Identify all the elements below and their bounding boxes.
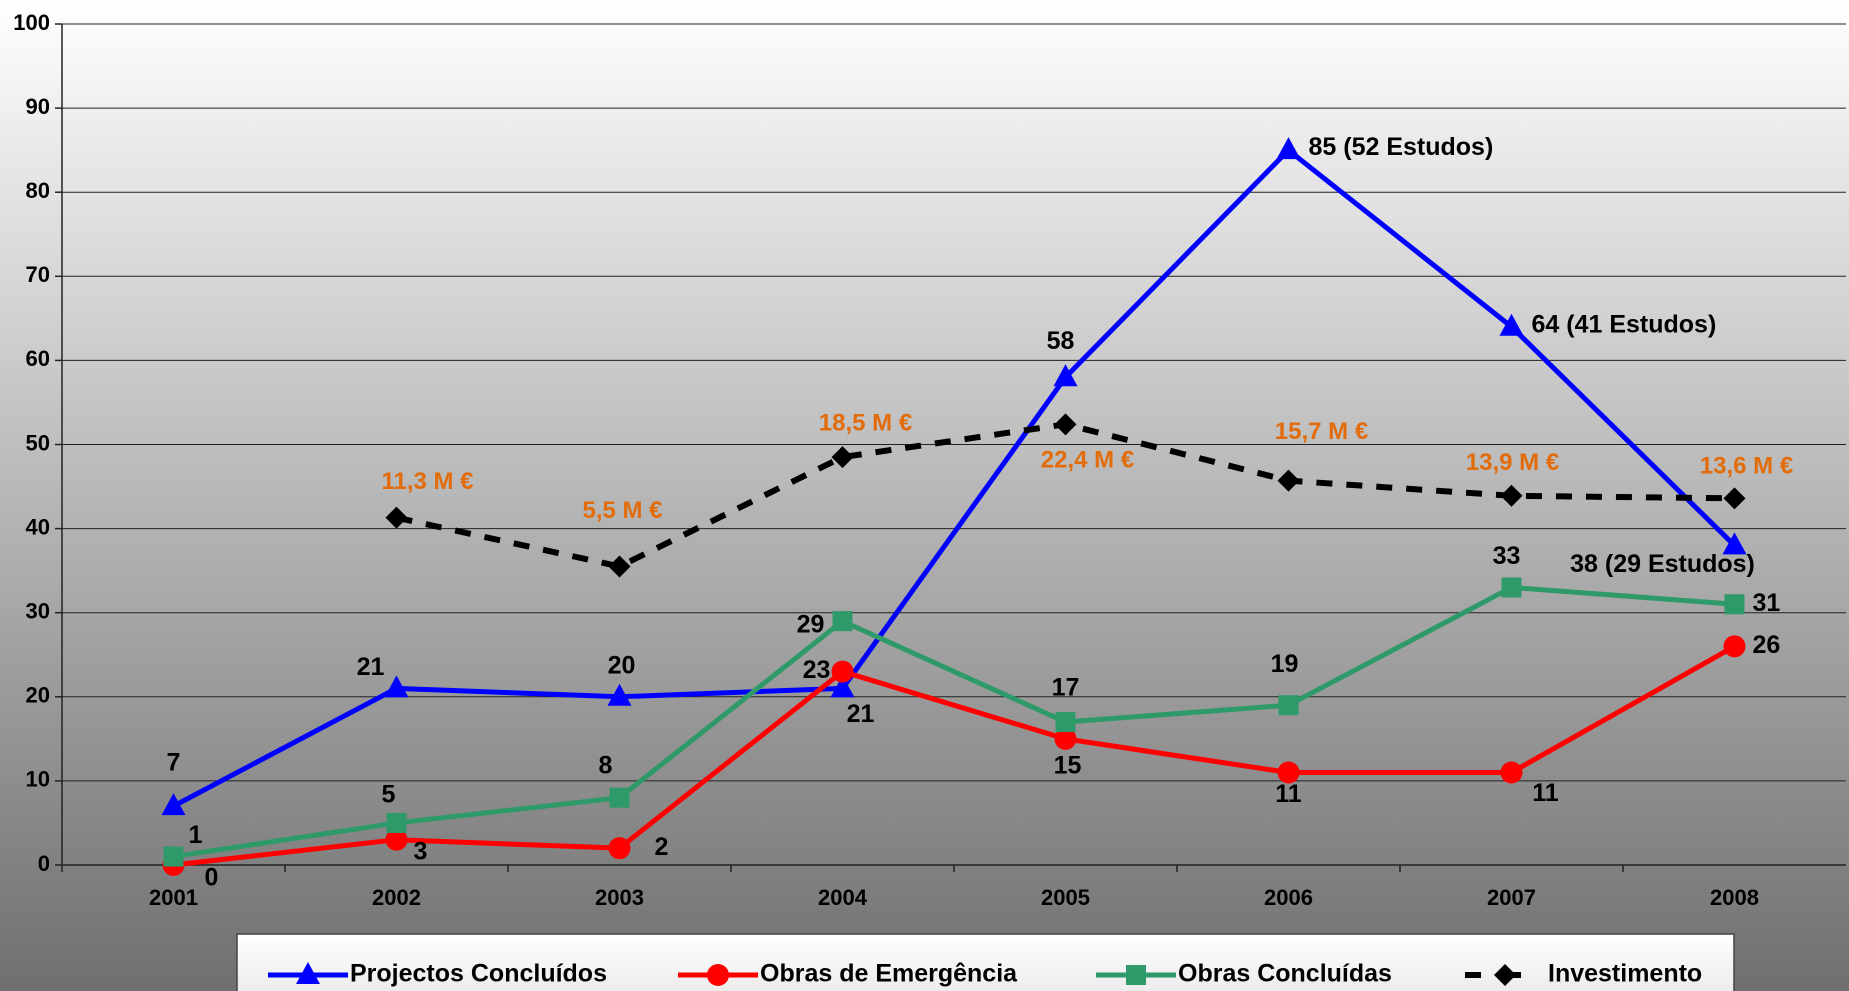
data-point xyxy=(608,555,631,578)
data-point xyxy=(608,837,631,860)
data-point xyxy=(1500,761,1523,784)
legend-label: Obras de Emergência xyxy=(760,960,1018,988)
legend-box xyxy=(236,933,1735,991)
data-label: 15 xyxy=(1054,751,1082,779)
data-label: 22,4 M € xyxy=(1041,447,1134,474)
data-label: 5,5 M € xyxy=(582,497,662,524)
data-label: 11,3 M € xyxy=(381,468,473,495)
legend-item: Investimento xyxy=(1465,960,1702,988)
data-label: 38 (29 Estudos) xyxy=(1570,550,1755,578)
data-label: 0 xyxy=(205,864,219,892)
data-label: 18,5 M € xyxy=(819,409,912,436)
data-label: 3 xyxy=(414,837,428,865)
data-point xyxy=(1278,695,1299,716)
data-point xyxy=(607,683,632,706)
data-point xyxy=(384,675,409,698)
data-point xyxy=(161,793,186,816)
data-label: 13,9 M € xyxy=(1466,449,1559,476)
data-label: 17 xyxy=(1052,674,1080,702)
data-label: 23 xyxy=(803,656,831,684)
data-point xyxy=(832,611,853,632)
series-line xyxy=(173,644,1736,868)
data-label: 21 xyxy=(357,653,385,681)
data-point xyxy=(1054,727,1077,750)
data-point xyxy=(1500,484,1523,507)
x-tick-label: 2004 xyxy=(818,885,868,910)
data-point xyxy=(385,828,408,851)
series-line xyxy=(172,147,1737,809)
x-tick-label: 2002 xyxy=(372,885,421,910)
legend-marker xyxy=(707,964,729,986)
data-label: 29 xyxy=(797,611,825,639)
data-point xyxy=(1055,712,1076,733)
data-label: 20 xyxy=(608,651,636,679)
data-label: 26 xyxy=(1753,631,1781,659)
x-tick-label: 2005 xyxy=(1041,885,1090,910)
data-point xyxy=(1276,137,1301,160)
data-point xyxy=(1277,761,1300,784)
legend-item: Obras de Emergência xyxy=(678,960,1018,988)
data-point xyxy=(1277,469,1300,492)
y-tick-label: 20 xyxy=(26,683,50,708)
x-tick-label: 2003 xyxy=(595,885,644,910)
y-tick-label: 50 xyxy=(26,430,50,455)
data-label: 33 xyxy=(1493,542,1521,570)
y-tick-label: 30 xyxy=(26,599,50,624)
data-label: 15,7 M € xyxy=(1275,418,1368,445)
legend-item: Projectos Concluídos xyxy=(268,960,607,988)
x-tick-label: 2007 xyxy=(1487,885,1536,910)
data-point xyxy=(1499,313,1524,336)
data-point xyxy=(1053,364,1078,387)
y-tick-label: 100 xyxy=(13,10,50,35)
y-tick-label: 90 xyxy=(26,94,50,119)
data-label: 64 (41 Estudos) xyxy=(1532,310,1717,338)
legend-marker xyxy=(1494,964,1516,986)
legend-marker xyxy=(1126,965,1146,985)
series-line xyxy=(173,584,1735,860)
data-point xyxy=(385,506,408,529)
data-label: 5 xyxy=(382,781,396,809)
y-tick-label: 80 xyxy=(26,178,50,203)
y-tick-label: 0 xyxy=(38,851,50,876)
x-tick-label: 2001 xyxy=(149,885,198,910)
data-label: 85 (52 Estudos) xyxy=(1309,133,1494,161)
data-point xyxy=(1723,487,1746,510)
data-point xyxy=(831,660,854,683)
legend-label: Investimento xyxy=(1548,960,1702,988)
data-point xyxy=(1054,413,1077,436)
legend-item: Obras Concluídas xyxy=(1096,960,1392,988)
data-label: 8 xyxy=(599,751,613,779)
data-point xyxy=(830,675,855,698)
data-point xyxy=(831,446,854,469)
legend-label: Obras Concluídas xyxy=(1178,960,1392,988)
x-tick-label: 2008 xyxy=(1710,885,1759,910)
data-point xyxy=(1724,594,1745,615)
x-tick-label: 2006 xyxy=(1264,885,1313,910)
data-label: 2 xyxy=(655,833,669,861)
data-point xyxy=(609,787,630,808)
data-label: 19 xyxy=(1271,650,1299,678)
data-label: 7 xyxy=(167,749,181,777)
data-label: 13,6 M € xyxy=(1700,453,1793,480)
legend-label: Projectos Concluídos xyxy=(350,960,607,988)
data-label: 11 xyxy=(1532,779,1559,807)
data-point xyxy=(1501,577,1522,598)
y-tick-label: 40 xyxy=(26,514,50,539)
y-tick-label: 60 xyxy=(26,346,50,371)
data-point xyxy=(163,846,184,867)
legend-marker xyxy=(296,962,320,984)
y-tick-label: 70 xyxy=(26,262,50,287)
data-point xyxy=(1723,635,1746,658)
data-label: 1 xyxy=(189,821,203,849)
data-label: 31 xyxy=(1753,589,1781,617)
data-label: 58 xyxy=(1047,327,1075,355)
data-label: 11 xyxy=(1275,780,1302,808)
data-label: 21 xyxy=(847,700,875,728)
data-point xyxy=(1722,532,1747,555)
data-point xyxy=(386,812,407,833)
y-tick-label: 10 xyxy=(26,767,50,792)
